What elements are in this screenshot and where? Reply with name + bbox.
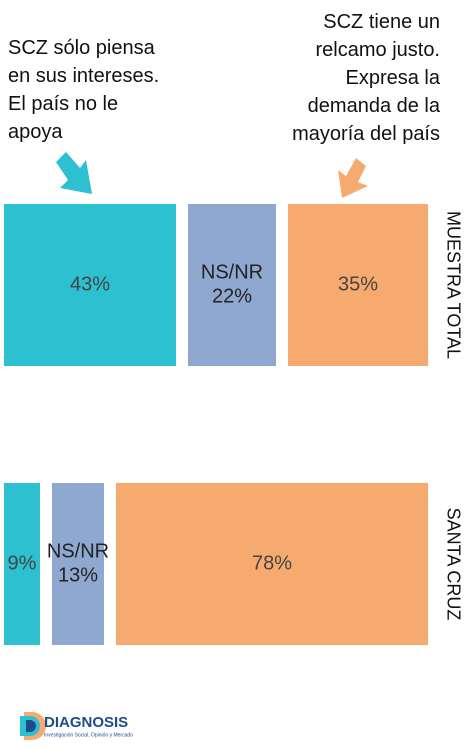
segment-name: NS/NR xyxy=(201,261,263,283)
bar-segment xyxy=(188,204,276,366)
logo-subtitle: Investigación Social, Opinión y Mercado xyxy=(44,732,133,738)
arrow-right xyxy=(338,158,368,198)
value-label: 43% xyxy=(70,273,110,295)
category-label: MUESTRA TOTAL xyxy=(443,211,463,359)
category-label: SANTA CRUZ xyxy=(443,508,463,621)
value-label: 9% xyxy=(8,552,37,574)
value-label: 78% xyxy=(252,552,292,574)
bar-segment xyxy=(116,483,428,645)
annotation-right: SCZ tiene un relcamo justo. Expresa la d… xyxy=(292,11,440,145)
segment-name: NS/NR xyxy=(47,540,109,562)
logo-title: DIAGNOSIS xyxy=(44,714,128,731)
bar-segment xyxy=(4,204,176,366)
logo-icon xyxy=(20,712,46,740)
bar-segment xyxy=(4,483,40,645)
annotation-left: SCZ sólo piensa en sus intereses. El paí… xyxy=(8,37,160,143)
bar-segment xyxy=(52,483,104,645)
arrow-left xyxy=(56,152,92,194)
value-label: 35% xyxy=(338,273,378,295)
value-label: 22% xyxy=(212,285,252,307)
bar-segment xyxy=(288,204,428,366)
value-label: 13% xyxy=(58,564,98,586)
